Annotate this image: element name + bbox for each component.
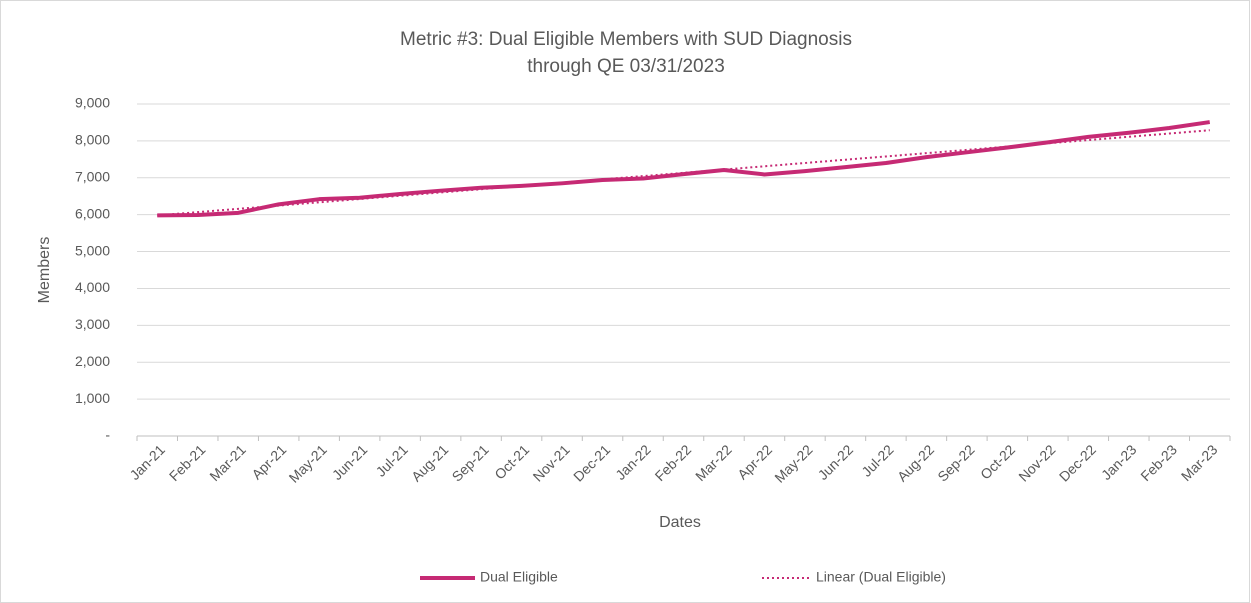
y-tick-label: 8,000 — [75, 132, 110, 148]
y-tick-label: 1,000 — [75, 390, 110, 406]
y-axis-title: Members — [36, 237, 53, 304]
y-tick-label: 7,000 — [75, 168, 110, 184]
chart-subtitle: through QE 03/31/2023 — [527, 56, 725, 77]
y-tick-label: 2,000 — [75, 353, 110, 369]
y-tick-label: - — [105, 427, 110, 443]
series-line — [157, 120, 1211, 218]
y-tick-label: 4,000 — [75, 279, 110, 295]
y-tick-label: 9,000 — [75, 95, 110, 111]
legend-label: Dual Eligible — [480, 569, 558, 585]
y-tick-label: 3,000 — [75, 316, 110, 332]
chart-title: Metric #3: Dual Eligible Members with SU… — [400, 29, 852, 50]
legend-label: Linear (Dual Eligible) — [816, 569, 946, 585]
y-tick-label: 6,000 — [75, 205, 110, 221]
series-line — [157, 129, 1210, 217]
x-axis-title: Dates — [659, 514, 701, 531]
y-tick-label: 5,000 — [75, 242, 110, 258]
